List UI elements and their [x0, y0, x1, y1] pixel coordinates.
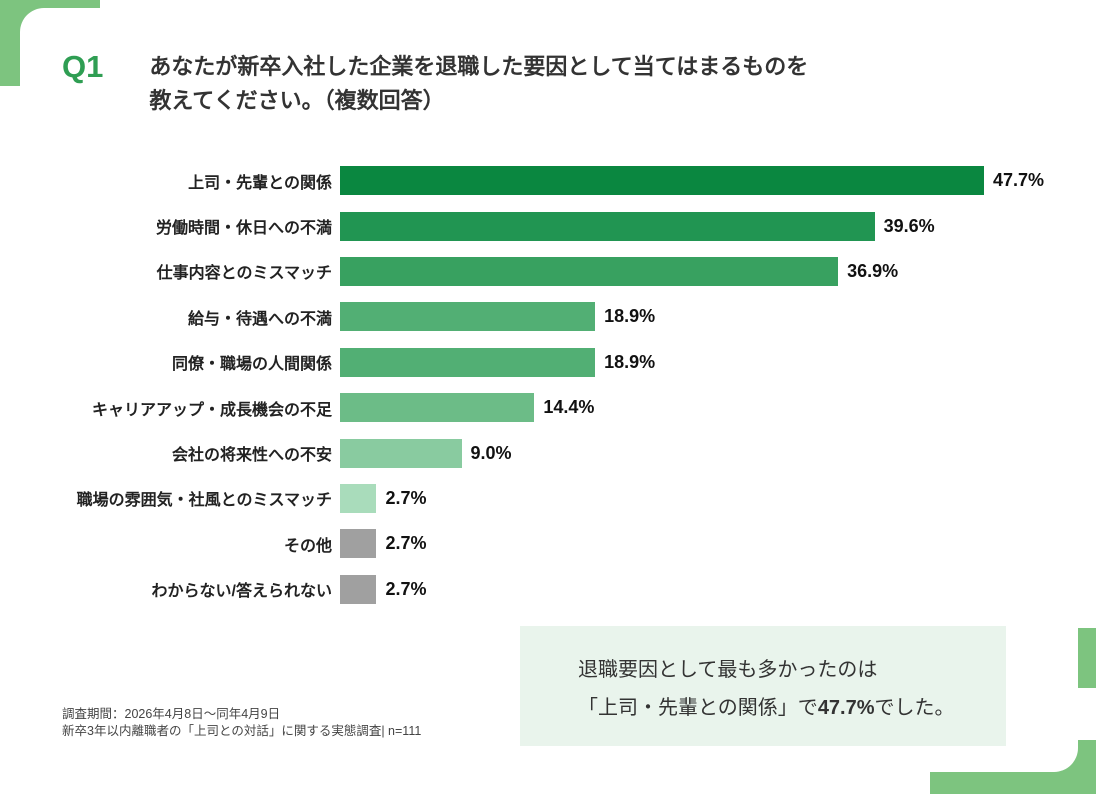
callout-line2-prefix: 「上司・先輩との関係」で — [578, 697, 818, 719]
bar-row: 職場の雰囲気・社風とのミスマッチ 2.7% — [20, 476, 1078, 521]
bar-row: 上司・先輩との関係 47.7% — [20, 158, 1078, 203]
bar — [340, 438, 462, 468]
bar-category-label: わからない/答えられない — [151, 583, 332, 601]
question-title-line1: あなたが新卒入社した企業を退職した要因として当てはまるものを — [149, 54, 809, 79]
bar — [340, 256, 839, 286]
bar — [340, 166, 984, 196]
bar-row: わからない/答えられない 2.7% — [20, 567, 1078, 612]
bar-row: 会社の将来性への不安 9.0% — [20, 430, 1078, 475]
bar-value-label: 2.7% — [385, 578, 427, 599]
bar-category-label: 仕事内容とのミスマッチ — [156, 265, 332, 283]
callout-line1: 退職要因として最も多かったのは — [578, 659, 878, 681]
bar-category-label: 給与・待遇への不満 — [187, 310, 332, 328]
footnote-source: 新卒3年以内離職者の「上司との対話」に関する実態調査| n=111 — [62, 724, 422, 738]
question-title-line2: 教えてください。（複数回答） — [149, 88, 445, 113]
bar-row: 仕事内容とのミスマッチ 36.9% — [20, 249, 1078, 294]
bar-category-label: 労働時間・休日への不満 — [155, 220, 332, 238]
bar-category-label: 上司・先輩との関係 — [188, 174, 332, 192]
bar-row: 労働時間・休日への不満 39.6% — [20, 203, 1078, 248]
bar — [340, 211, 875, 241]
callout-line2: 「上司・先輩との関係」で47.7%でした。 — [578, 689, 986, 727]
bar-value-label: 14.4% — [543, 397, 595, 418]
header: Q1 あなたが新卒入社した企業を退職した要因として当てはまるものを 教えてくださ… — [62, 50, 808, 118]
bar — [340, 302, 596, 332]
bar-row: 給与・待遇への不満 18.9% — [20, 294, 1078, 339]
bar-value-label: 2.7% — [385, 533, 427, 554]
bar-value-label: 18.9% — [604, 351, 656, 372]
question-number: Q1 — [62, 49, 104, 84]
bar — [340, 347, 596, 377]
horizontal-bar-chart: 上司・先輩との関係 47.7% 労働時間・休日への不満 39.6% 仕事内容とのミスマッ… — [20, 158, 1078, 612]
bar-value-label: 39.6% — [883, 215, 935, 236]
bar-category-label: 職場の雰囲気・社風とのミスマッチ — [76, 492, 332, 510]
survey-card: Q1 あなたが新卒入社した企業を退職した要因として当てはまるものを 教えてくださ… — [20, 8, 1078, 772]
survey-footnote: 調査期間：2026年4月8日～同年4月9日 新卒3年以内離職者の「上司との対話」… — [62, 706, 421, 740]
bar-row: キャリアアップ・成長機会の不足 14.4% — [20, 385, 1078, 430]
bar-category-label: 会社の将来性への不安 — [171, 447, 332, 465]
bar-value-label: 36.9% — [847, 260, 899, 281]
bar-category-label: その他 — [283, 537, 332, 555]
bar-category-label: 同僚・職場の人間関係 — [171, 356, 332, 374]
callout-line2-suffix: でした。 — [874, 697, 955, 719]
summary-callout: 退職要因として最も多かったのは 「上司・先輩との関係」で47.7%でした。 — [520, 626, 1006, 746]
footnote-period: 調査期間：2026年4月8日～同年4月9日 — [62, 707, 281, 721]
bar — [340, 483, 377, 513]
bar-value-label: 18.9% — [604, 306, 656, 327]
bar-row: 同僚・職場の人間関係 18.9% — [20, 340, 1078, 385]
bar — [340, 529, 377, 559]
callout-highlight-value: 47.7% — [817, 697, 875, 719]
bar — [340, 574, 377, 604]
bar-value-label: 9.0% — [470, 442, 512, 463]
question-title: あなたが新卒入社した企業を退職した要因として当てはまるものを 教えてください。（… — [149, 50, 808, 118]
bar — [340, 393, 535, 423]
bar-value-label: 47.7% — [992, 170, 1044, 191]
bar-row: その他 2.7% — [20, 521, 1078, 566]
bar-value-label: 2.7% — [385, 487, 427, 508]
bar-category-label: キャリアアップ・成長機会の不足 — [91, 401, 332, 419]
